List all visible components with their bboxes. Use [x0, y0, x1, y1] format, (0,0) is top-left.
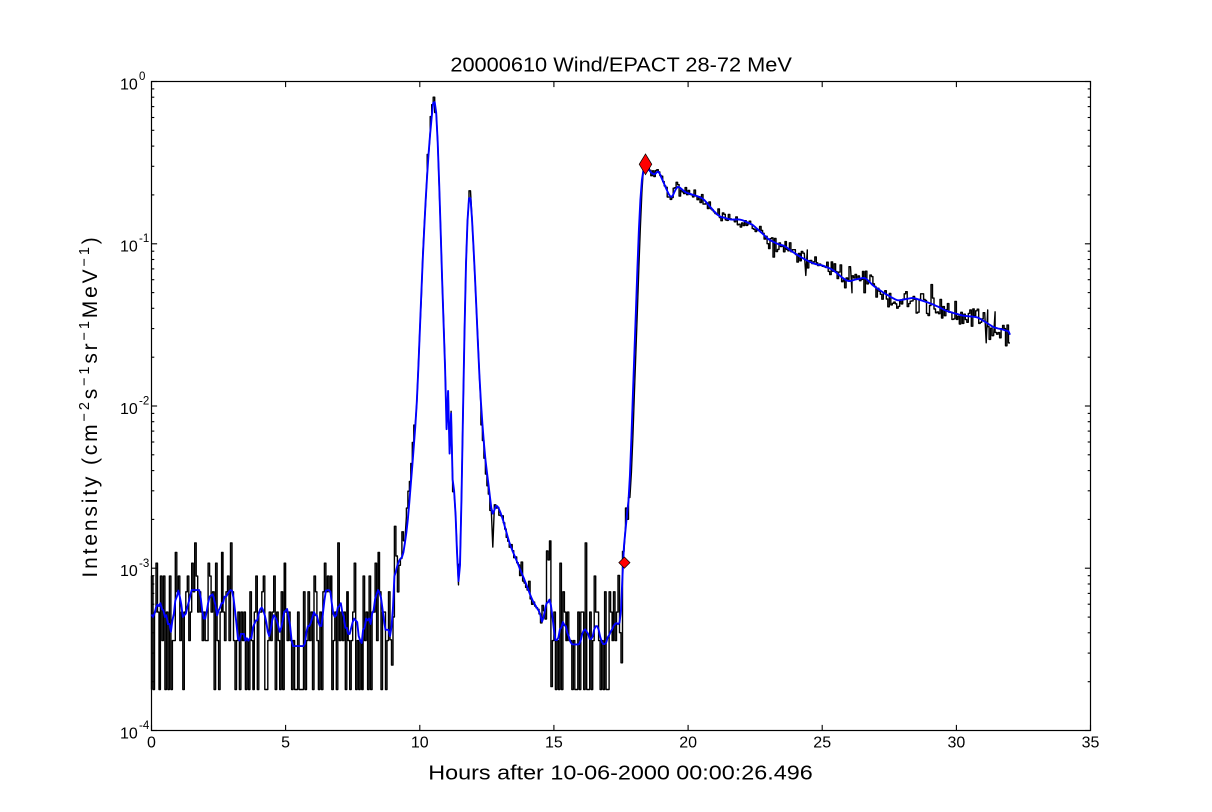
- svg-text:10: 10: [120, 563, 138, 580]
- svg-text:Intensity (cm−2s−1sr−1MeV−1): Intensity (cm−2s−1sr−1MeV−1): [77, 234, 102, 577]
- svg-text:-3: -3: [139, 558, 149, 570]
- svg-text:0: 0: [139, 71, 145, 83]
- svg-text:0: 0: [147, 735, 156, 752]
- svg-text:-2: -2: [139, 396, 149, 408]
- svg-text:15: 15: [545, 735, 563, 752]
- svg-text:35: 35: [1082, 735, 1100, 752]
- svg-text:30: 30: [948, 735, 966, 752]
- svg-text:10: 10: [120, 239, 138, 256]
- svg-text:10: 10: [120, 76, 138, 93]
- svg-text:Hours after 10-06-2000 00:00:2: Hours after 10-06-2000 00:00:26.496: [428, 763, 812, 785]
- svg-text:5: 5: [281, 735, 290, 752]
- svg-text:-1: -1: [139, 233, 149, 245]
- svg-text:25: 25: [813, 735, 831, 752]
- svg-text:10: 10: [411, 735, 429, 752]
- svg-text:20: 20: [679, 735, 697, 752]
- svg-text:10: 10: [120, 725, 138, 742]
- svg-text:10: 10: [120, 401, 138, 418]
- svg-text:-4: -4: [139, 720, 150, 732]
- svg-text:20000610 Wind/EPACT 28-72 MeV: 20000610 Wind/EPACT 28-72 MeV: [450, 55, 792, 77]
